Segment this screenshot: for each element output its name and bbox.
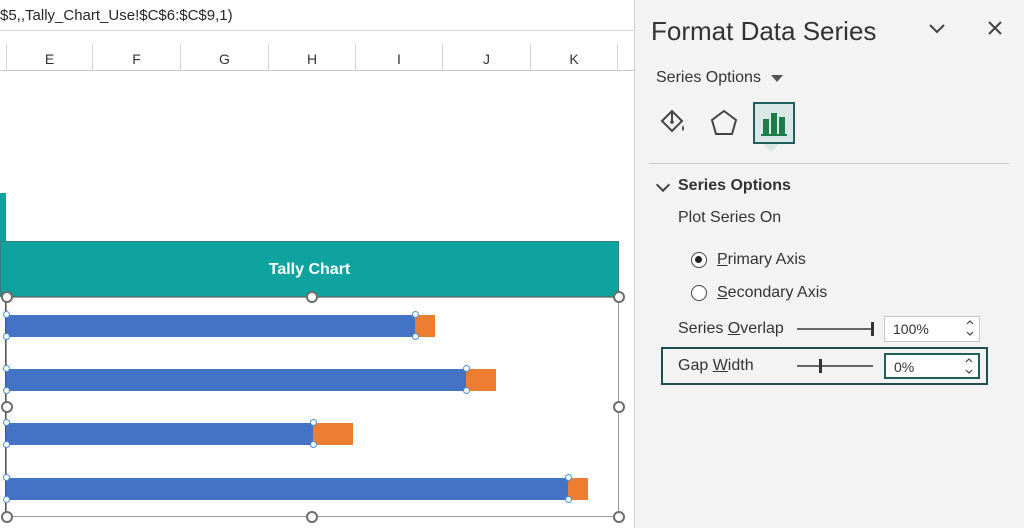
column-header-partial[interactable] <box>0 44 7 70</box>
selection-dot[interactable] <box>3 387 10 394</box>
selection-dot[interactable] <box>412 333 419 340</box>
bar-blue-4[interactable] <box>6 478 568 500</box>
column-header-j[interactable]: J <box>443 44 531 70</box>
chart-edge-line <box>5 241 6 521</box>
bar-orange-2[interactable] <box>466 369 496 391</box>
series-options-icon[interactable] <box>753 102 795 144</box>
resize-handle-top-middle[interactable] <box>306 291 318 303</box>
gap-width-value[interactable]: 0% <box>894 359 915 375</box>
pane-divider <box>649 163 1009 164</box>
fill-line-icon[interactable] <box>651 102 693 144</box>
resize-handle-bottom-right[interactable] <box>613 511 625 523</box>
pane-title: Format Data Series <box>651 16 877 46</box>
spin-arrows-icon[interactable] <box>965 356 973 376</box>
primary-axis-radio[interactable] <box>691 252 707 268</box>
spin-arrows-icon[interactable] <box>966 318 974 338</box>
chart-title-bar[interactable]: Tally Chart <box>0 241 619 297</box>
selection-dot[interactable] <box>3 474 10 481</box>
bar-blue-1[interactable] <box>6 315 415 337</box>
resize-handle-top-right[interactable] <box>613 291 625 303</box>
series-overlap-slider-thumb[interactable] <box>871 322 874 336</box>
bar-orange-1[interactable] <box>415 315 435 337</box>
resize-handle-bottom-middle[interactable] <box>306 511 318 523</box>
resize-handle-middle-right[interactable] <box>613 401 625 413</box>
selection-dot[interactable] <box>3 419 10 426</box>
selection-dot[interactable] <box>412 311 419 318</box>
gap-width-input[interactable]: 0% <box>884 353 980 379</box>
bar-orange-3[interactable] <box>313 423 353 445</box>
gap-width-highlight <box>661 347 988 385</box>
series-overlap-label: Series Overlap <box>678 320 784 337</box>
chevron-down-icon[interactable] <box>927 18 947 44</box>
selection-dot[interactable] <box>3 311 10 318</box>
selection-dot[interactable] <box>3 333 10 340</box>
bar-orange-4[interactable] <box>568 478 588 500</box>
resize-handle-bottom-left[interactable] <box>1 511 13 523</box>
tab-pointer <box>763 144 779 152</box>
selection-dot[interactable] <box>3 365 10 372</box>
selection-dot[interactable] <box>3 496 10 503</box>
spin-arrows[interactable] <box>965 356 973 379</box>
gap-width-slider[interactable] <box>797 365 873 367</box>
column-header-e[interactable]: E <box>7 44 93 70</box>
series-overlap-slider[interactable] <box>797 328 873 330</box>
secondary-axis-label[interactable]: Secondary Axis <box>717 284 828 301</box>
column-header-i[interactable]: I <box>356 44 443 70</box>
primary-axis-label[interactable]: Primary Axis <box>717 251 806 268</box>
plot-series-on-label: Plot Series On <box>678 209 782 226</box>
series-options-dropdown[interactable]: Series Options <box>656 69 761 86</box>
selection-dot[interactable] <box>310 441 317 448</box>
selection-dot[interactable] <box>3 441 10 448</box>
selection-dot[interactable] <box>463 365 470 372</box>
close-icon[interactable] <box>985 18 1005 44</box>
selection-dot[interactable] <box>565 496 572 503</box>
chart-edge-fill <box>0 193 6 241</box>
column-header-h[interactable]: H <box>269 44 356 70</box>
selection-dot[interactable] <box>310 419 317 426</box>
resize-handle-middle-left[interactable] <box>1 401 13 413</box>
formula-bar[interactable]: $5,,Tally_Chart_Use!$C$6:$C$9,1) <box>0 0 634 31</box>
secondary-axis-radio[interactable] <box>691 285 707 301</box>
selection-dot[interactable] <box>565 474 572 481</box>
column-headers: E F G H I J K <box>0 44 634 71</box>
formula-text[interactable]: $5,,Tally_Chart_Use!$C$6:$C$9,1) <box>0 7 233 24</box>
chart-title[interactable]: Tally Chart <box>268 261 351 278</box>
gap-width-slider-thumb[interactable] <box>819 359 822 373</box>
gap-width-label: Gap Width <box>678 357 754 374</box>
selection-dot[interactable] <box>463 387 470 394</box>
spin-arrows[interactable] <box>966 318 974 341</box>
bar-blue-3[interactable] <box>6 423 313 445</box>
dropdown-arrow-icon[interactable] <box>771 75 783 82</box>
series-overlap-input[interactable]: 100% <box>884 316 980 342</box>
bar-blue-2[interactable] <box>6 369 466 391</box>
series-options-section[interactable]: Series Options <box>678 177 791 194</box>
effects-icon[interactable] <box>703 102 745 144</box>
radio-selected-dot <box>695 256 702 263</box>
series-overlap-value[interactable]: 100% <box>893 321 929 337</box>
resize-handle-top-left[interactable] <box>1 291 13 303</box>
column-header-g[interactable]: G <box>181 44 269 70</box>
column-header-k[interactable]: K <box>531 44 618 70</box>
column-header-f[interactable]: F <box>93 44 181 70</box>
